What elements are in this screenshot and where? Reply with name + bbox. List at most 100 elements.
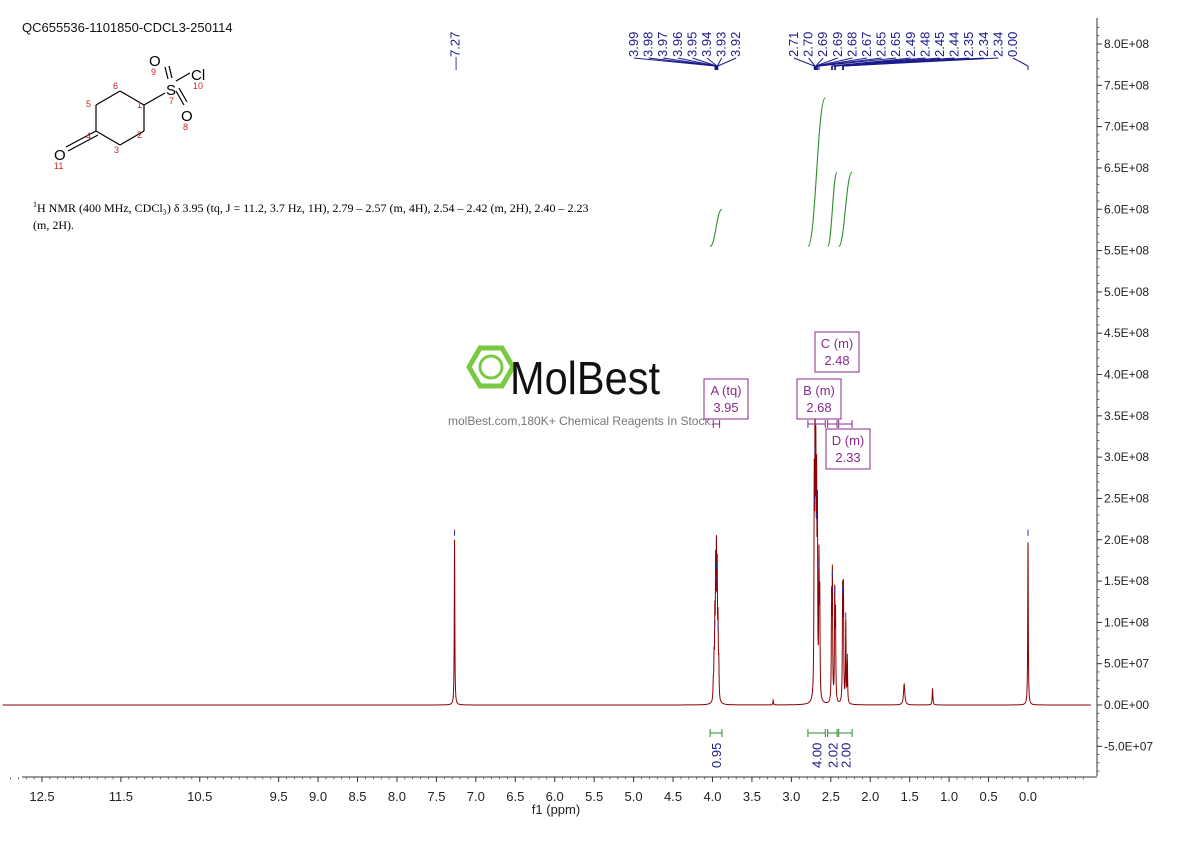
- y-tick-label: 5.5E+08: [1104, 244, 1149, 258]
- y-tick-label: 0.0E+00: [1104, 698, 1149, 712]
- peak-label: 2.49: [903, 32, 918, 57]
- peak-label: 2.34: [976, 32, 991, 57]
- peak-label: 3.93: [714, 32, 729, 57]
- peak-label: 3.92: [728, 32, 743, 57]
- integral-curve: [807, 97, 826, 247]
- peak-label-connector: [633, 57, 716, 67]
- peak-label-connector: [816, 57, 853, 67]
- y-tick-label: 6.5E+08: [1104, 161, 1149, 175]
- watermark: MolBest molBest.com,180K+ Chemical Reage…: [448, 345, 714, 428]
- x-tick-label: 3.0: [782, 789, 800, 804]
- watermark-brand: MolBest: [510, 352, 660, 404]
- x-tick-label: 5.5: [585, 789, 603, 804]
- x-tick-label: 9.0: [309, 789, 327, 804]
- atom-number-1: 1: [137, 100, 142, 110]
- atom-number-3: 3: [114, 145, 119, 155]
- sample-title: QC655536-1101850-CDCL3-250114: [22, 20, 233, 35]
- watermark-tagline: molBest.com,180K+ Chemical Reagents In S…: [448, 414, 714, 428]
- integral-value: 2.02: [825, 743, 840, 768]
- peak-label: 2.44: [947, 32, 962, 57]
- peak-label: 2.69: [815, 32, 830, 57]
- x-tick-label: 7.0: [467, 789, 485, 804]
- multiplet-shift: 2.33: [835, 450, 860, 465]
- x-tick-label: 5.0: [625, 789, 643, 804]
- multiplet-shift: 2.48: [824, 353, 849, 368]
- benzene-logo-icon: [466, 345, 516, 389]
- peak-label: 2.71: [786, 32, 801, 57]
- nucleus-mass-number: 1: [33, 200, 37, 209]
- x-tick-label: 2.0: [861, 789, 879, 804]
- integral-curve: [827, 171, 838, 247]
- peak-label-connector: [843, 57, 984, 67]
- peak-label: 2.70: [801, 32, 816, 57]
- peak-label-connector: [834, 57, 941, 67]
- peak-label-connector: [842, 57, 970, 67]
- y-tick-label: 5.0E+08: [1104, 285, 1149, 299]
- x-tick-label: 8.5: [348, 789, 366, 804]
- peak-label-connector: [843, 57, 999, 67]
- y-tick-label: 5.0E+07: [1104, 657, 1149, 671]
- multiplet-box: [814, 331, 860, 373]
- y-tick-label: 7.5E+08: [1104, 78, 1149, 92]
- y-tick-label: 2.0E+08: [1104, 533, 1149, 547]
- multiplet-name: D (m): [832, 433, 865, 448]
- multiplet-shift: 2.68: [806, 400, 831, 415]
- y-tick-label: 1.5E+08: [1104, 574, 1149, 588]
- x-tick-label: 7.5: [427, 789, 445, 804]
- x-tick-label: 9.5: [270, 789, 288, 804]
- peak-label: 2.45: [932, 32, 947, 57]
- peak-label: 2.69: [830, 32, 845, 57]
- peak-label-connector: [815, 57, 838, 67]
- atom-number-2: 2: [137, 130, 142, 140]
- atom-number-7: 7: [169, 96, 174, 106]
- peak-label: 3.98: [641, 32, 656, 57]
- x-tick-label: 0.0: [1019, 789, 1037, 804]
- x-tick-label: 6.5: [506, 789, 524, 804]
- peak-label: 2.65: [888, 32, 903, 57]
- atom-oxygen-11: O: [54, 147, 66, 164]
- multiplet-box: [825, 428, 871, 470]
- peak-label: 2.68: [844, 32, 859, 57]
- peak-label-connector: [835, 57, 955, 67]
- y-tick-label: 4.5E+08: [1104, 326, 1149, 340]
- peak-label-connector: [815, 57, 824, 67]
- peak-label: 2.67: [859, 32, 874, 57]
- peak-label: 3.94: [699, 32, 714, 57]
- nmr-description-text: H NMR (400 MHz, CDCl₃) δ 3.95 (tq, J = 1…: [33, 201, 589, 232]
- x-tick-label: 8.0: [388, 789, 406, 804]
- peak-label-connector: [716, 57, 723, 67]
- integral-curve: [709, 208, 723, 247]
- integral-value: 0.95: [709, 743, 724, 768]
- y-tick-label: 6.0E+08: [1104, 202, 1149, 216]
- integral-curve: [838, 171, 853, 247]
- peak-label-connector: [808, 57, 816, 67]
- atom-number-4: 4: [86, 131, 91, 141]
- peak-label-connector: [831, 57, 911, 67]
- peak-label-connector: [817, 57, 868, 67]
- x-axis-label: f1 (ppm): [532, 802, 580, 817]
- atom-number-11: 11: [54, 161, 63, 171]
- x-tick-label: 2.5: [822, 789, 840, 804]
- peak-label: —7.27: [448, 32, 463, 70]
- multiplet-name: C (m): [821, 336, 854, 351]
- peak-label-connector: [818, 57, 882, 67]
- atom-number-8: 8: [183, 122, 188, 132]
- x-tick-label: 1.5: [901, 789, 919, 804]
- peak-label: 2.48: [917, 32, 932, 57]
- molecule-structure: S Cl O O O 1 2 3 4 5 6 7 8 9 10 11: [54, 53, 205, 171]
- peak-label: 2.65: [874, 32, 889, 57]
- y-tick-label: 3.5E+08: [1104, 409, 1149, 423]
- peak-label: 2.35: [961, 32, 976, 57]
- x-tick-label: 1.0: [940, 789, 958, 804]
- peak-label-connector: [663, 57, 716, 67]
- peak-label-connector: [648, 57, 716, 67]
- atom-sulfur: S: [166, 82, 176, 99]
- x-tick-label: 6.0: [546, 789, 564, 804]
- atom-oxygen-8: O: [181, 108, 193, 125]
- x-tick-label: 4.5: [664, 789, 682, 804]
- y-tick-label: -5.0E+07: [1104, 739, 1153, 753]
- peak-label-connector: [677, 57, 717, 67]
- atom-number-6: 6: [113, 81, 118, 91]
- peak-label: 3.99: [626, 32, 641, 57]
